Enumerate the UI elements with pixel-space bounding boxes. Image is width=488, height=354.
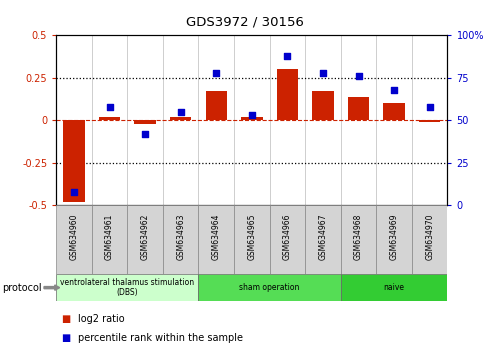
- Text: GSM634961: GSM634961: [105, 213, 114, 260]
- Text: GSM634963: GSM634963: [176, 213, 185, 260]
- Text: GSM634967: GSM634967: [318, 213, 327, 260]
- Text: GSM634964: GSM634964: [211, 213, 220, 260]
- Text: GSM634966: GSM634966: [283, 213, 291, 260]
- Point: [425, 104, 433, 110]
- Bar: [56, 274, 198, 301]
- Point: [389, 87, 397, 93]
- Bar: [170, 117, 191, 120]
- Bar: [305, 205, 340, 274]
- Bar: [276, 69, 298, 120]
- Bar: [241, 117, 262, 120]
- Bar: [198, 205, 234, 274]
- Bar: [340, 205, 376, 274]
- Text: GSM634968: GSM634968: [353, 213, 362, 260]
- Text: GDS3972 / 30156: GDS3972 / 30156: [185, 16, 303, 29]
- Text: GSM634970: GSM634970: [424, 213, 433, 260]
- Point: [247, 113, 255, 118]
- Bar: [198, 274, 340, 301]
- Text: GSM634960: GSM634960: [69, 213, 79, 260]
- Bar: [340, 274, 447, 301]
- Bar: [411, 205, 447, 274]
- Bar: [347, 97, 368, 120]
- Text: log2 ratio: log2 ratio: [78, 314, 124, 324]
- Point: [318, 70, 326, 76]
- Text: ventrolateral thalamus stimulation
(DBS): ventrolateral thalamus stimulation (DBS): [60, 278, 194, 297]
- Text: GSM634962: GSM634962: [141, 213, 149, 260]
- Text: ■: ■: [61, 314, 70, 324]
- Point: [105, 104, 113, 110]
- Point: [70, 189, 78, 195]
- Text: GSM634965: GSM634965: [247, 213, 256, 260]
- Point: [283, 53, 291, 59]
- Point: [354, 73, 362, 79]
- Text: percentile rank within the sample: percentile rank within the sample: [78, 333, 243, 343]
- Point: [141, 131, 149, 137]
- Bar: [163, 205, 198, 274]
- Text: ■: ■: [61, 333, 70, 343]
- Bar: [92, 205, 127, 274]
- Bar: [99, 117, 120, 120]
- Bar: [376, 205, 411, 274]
- Point: [212, 70, 220, 76]
- Bar: [383, 103, 404, 120]
- Text: naive: naive: [383, 283, 404, 292]
- Text: sham operation: sham operation: [239, 283, 299, 292]
- Text: protocol: protocol: [2, 282, 42, 293]
- Bar: [418, 120, 439, 122]
- Bar: [269, 205, 305, 274]
- Bar: [63, 120, 84, 202]
- Point: [177, 109, 184, 115]
- Bar: [234, 205, 269, 274]
- Text: GSM634969: GSM634969: [389, 213, 398, 260]
- Bar: [205, 91, 226, 120]
- Bar: [56, 205, 92, 274]
- Bar: [312, 91, 333, 120]
- Bar: [127, 205, 163, 274]
- Bar: [134, 120, 156, 124]
